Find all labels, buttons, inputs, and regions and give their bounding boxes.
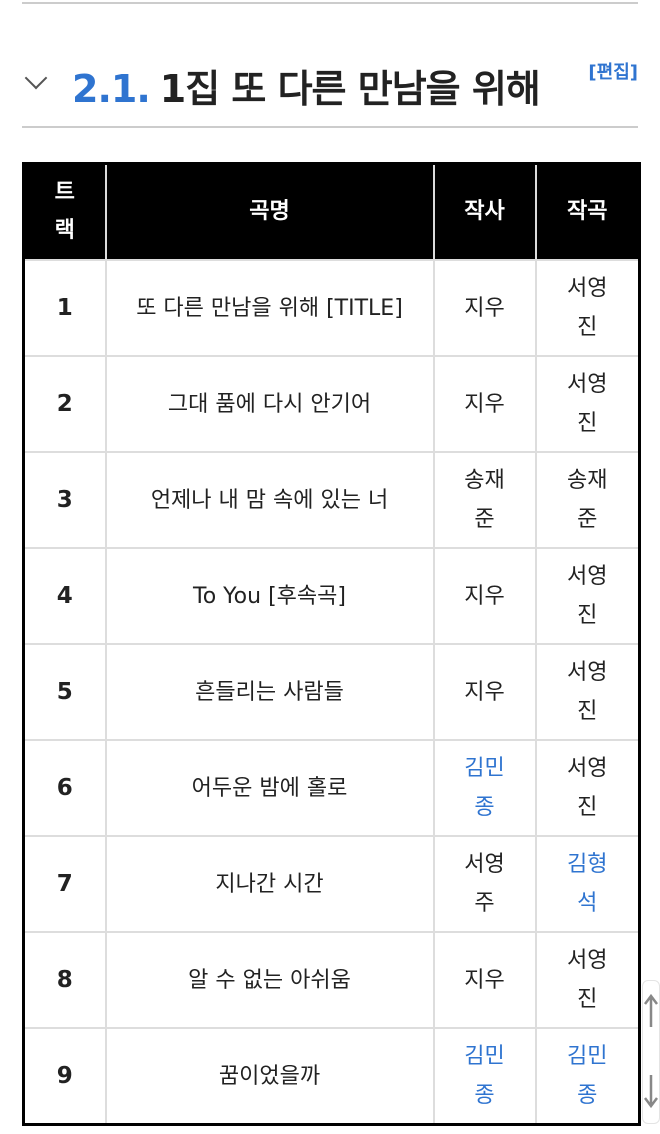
song-title: 또 다른 만남을 위해 [TITLE] (104, 259, 435, 357)
composer-link[interactable]: 김형석 (534, 835, 641, 933)
divider (22, 126, 638, 128)
header-lyricist: 작사 (432, 163, 536, 260)
lyricist: 지우 (432, 355, 537, 453)
song-title: 지나간 시간 (104, 835, 435, 933)
chevron-down-icon[interactable] (24, 66, 48, 90)
song-title: To You [후속곡] (104, 547, 435, 645)
lyricist: 지우 (432, 547, 537, 645)
scroll-buttons (642, 980, 660, 1124)
composer: 서영진 (534, 259, 641, 357)
section-title: 2.1. 1집 또 다른 만남을 위해 (72, 67, 541, 111)
song-title: 어두운 밤에 홀로 (104, 739, 435, 837)
section-number[interactable]: 2.1. (72, 67, 151, 111)
track-number: 1 (22, 259, 107, 357)
track-number: 4 (22, 547, 107, 645)
composer-link[interactable]: 김민종 (534, 1027, 641, 1126)
track-number: 9 (22, 1027, 107, 1126)
song-title: 꿈이었을까 (104, 1027, 435, 1126)
table-row: 4 To You [후속곡] 지우 서영진 (22, 547, 641, 645)
table-row: 6 어두운 밤에 홀로 김민종 서영진 (22, 739, 641, 837)
divider (22, 2, 638, 4)
header-title: 곡명 (104, 163, 434, 260)
song-title: 알 수 없는 아쉬움 (104, 931, 435, 1029)
table-row: 2 그대 품에 다시 안기어 지우 서영진 (22, 355, 641, 453)
lyricist: 송재준 (432, 451, 537, 549)
song-title: 그대 품에 다시 안기어 (104, 355, 435, 453)
track-number: 5 (22, 643, 107, 741)
lyricist: 서영주 (432, 835, 537, 933)
track-number: 7 (22, 835, 107, 933)
lyricist: 지우 (432, 259, 537, 357)
arrow-down-icon[interactable] (643, 1071, 659, 1111)
lyricist: 지우 (432, 643, 537, 741)
track-number: 8 (22, 931, 107, 1029)
table-row: 5 흔들리는 사람들 지우 서영진 (22, 643, 641, 741)
track-number: 2 (22, 355, 107, 453)
table-row: 9 꿈이었을까 김민종 김민종 (22, 1027, 641, 1126)
lyricist-link[interactable]: 김민종 (432, 1027, 537, 1126)
edit-link[interactable]: [편집] (588, 62, 638, 83)
lyricist-link[interactable]: 김민종 (432, 739, 537, 837)
composer: 서영진 (534, 355, 641, 453)
composer: 서영진 (534, 547, 641, 645)
song-title: 흔들리는 사람들 (104, 643, 435, 741)
table-row: 3 언제나 내 맘 속에 있는 너 송재준 송재준 (22, 451, 641, 549)
composer: 서영진 (534, 739, 641, 837)
track-number: 3 (22, 451, 107, 549)
lyricist: 지우 (432, 931, 537, 1029)
song-title: 언제나 내 맘 속에 있는 너 (104, 451, 435, 549)
section-heading: 2.1. 1집 또 다른 만남을 위해 [편집] (22, 58, 638, 118)
composer: 송재준 (534, 451, 641, 549)
composer: 서영진 (534, 931, 641, 1029)
arrow-up-icon[interactable] (643, 991, 659, 1031)
header-track: 트랙 (23, 163, 106, 260)
header-composer: 작곡 (534, 163, 640, 260)
composer: 서영진 (534, 643, 641, 741)
table-row: 7 지나간 시간 서영주 김형석 (22, 835, 641, 933)
track-number: 6 (22, 739, 107, 837)
